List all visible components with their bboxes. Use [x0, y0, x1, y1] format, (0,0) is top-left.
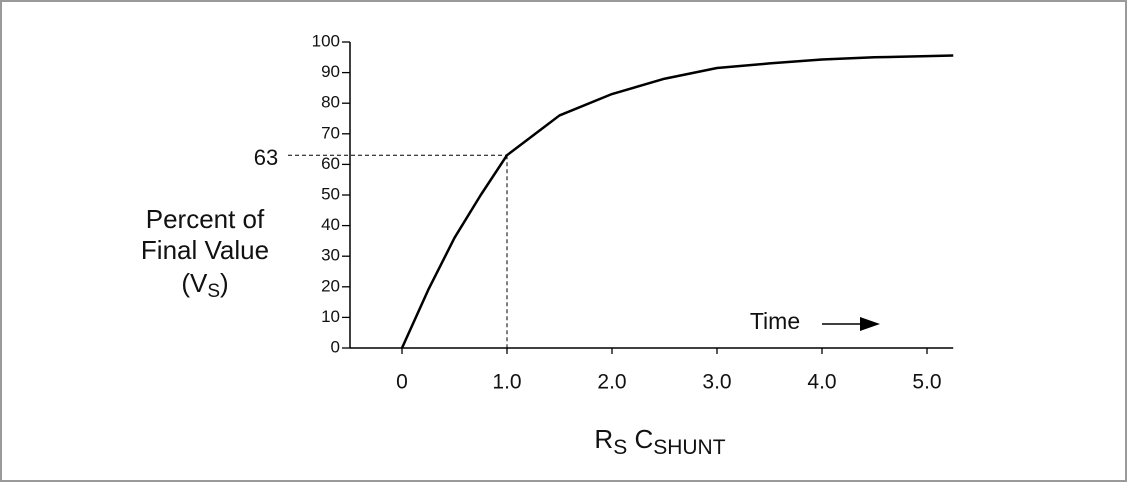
subscript: S — [207, 281, 220, 302]
y-label: Percent of — [146, 204, 265, 234]
subscript: S — [613, 436, 627, 459]
x-tick-label: 4.0 — [807, 371, 836, 394]
y-tick-label: 10 — [321, 307, 340, 326]
y-label-symbol: (VS) — [181, 268, 228, 302]
y-tick-label: 80 — [321, 93, 340, 112]
subscript: SHUNT — [653, 436, 726, 459]
y-label-part: (V — [181, 268, 208, 298]
annotation: Time — [750, 308, 800, 334]
x-tick-label: 3.0 — [702, 371, 731, 394]
y-tick-label: 30 — [321, 246, 340, 265]
arrow-head — [860, 317, 880, 331]
reference-label: 63 — [254, 145, 278, 170]
y-tick-label: 40 — [321, 215, 340, 234]
x-label: RS CSHUNT — [594, 424, 725, 459]
y-tick-label: 90 — [321, 62, 340, 81]
line — [400, 54, 954, 349]
x-tick-label: 1.0 — [492, 371, 521, 394]
y-label-part: ) — [220, 268, 229, 298]
y-tick-label: 50 — [321, 184, 340, 203]
x-tick-label: 2.0 — [597, 371, 626, 394]
x-tick-label: 0 — [396, 371, 408, 394]
y-tick-label: 0 — [331, 337, 340, 356]
x-label-part: R — [594, 424, 613, 454]
y-label: Final Value — [141, 235, 269, 265]
y-tick-label: 100 — [312, 31, 340, 50]
y-tick-label: 70 — [321, 123, 340, 142]
y-tick-label: 60 — [321, 154, 340, 173]
x-label-part: C — [627, 424, 653, 454]
x-tick-label: 5.0 — [912, 371, 941, 394]
y-tick-label: 20 — [321, 276, 340, 295]
